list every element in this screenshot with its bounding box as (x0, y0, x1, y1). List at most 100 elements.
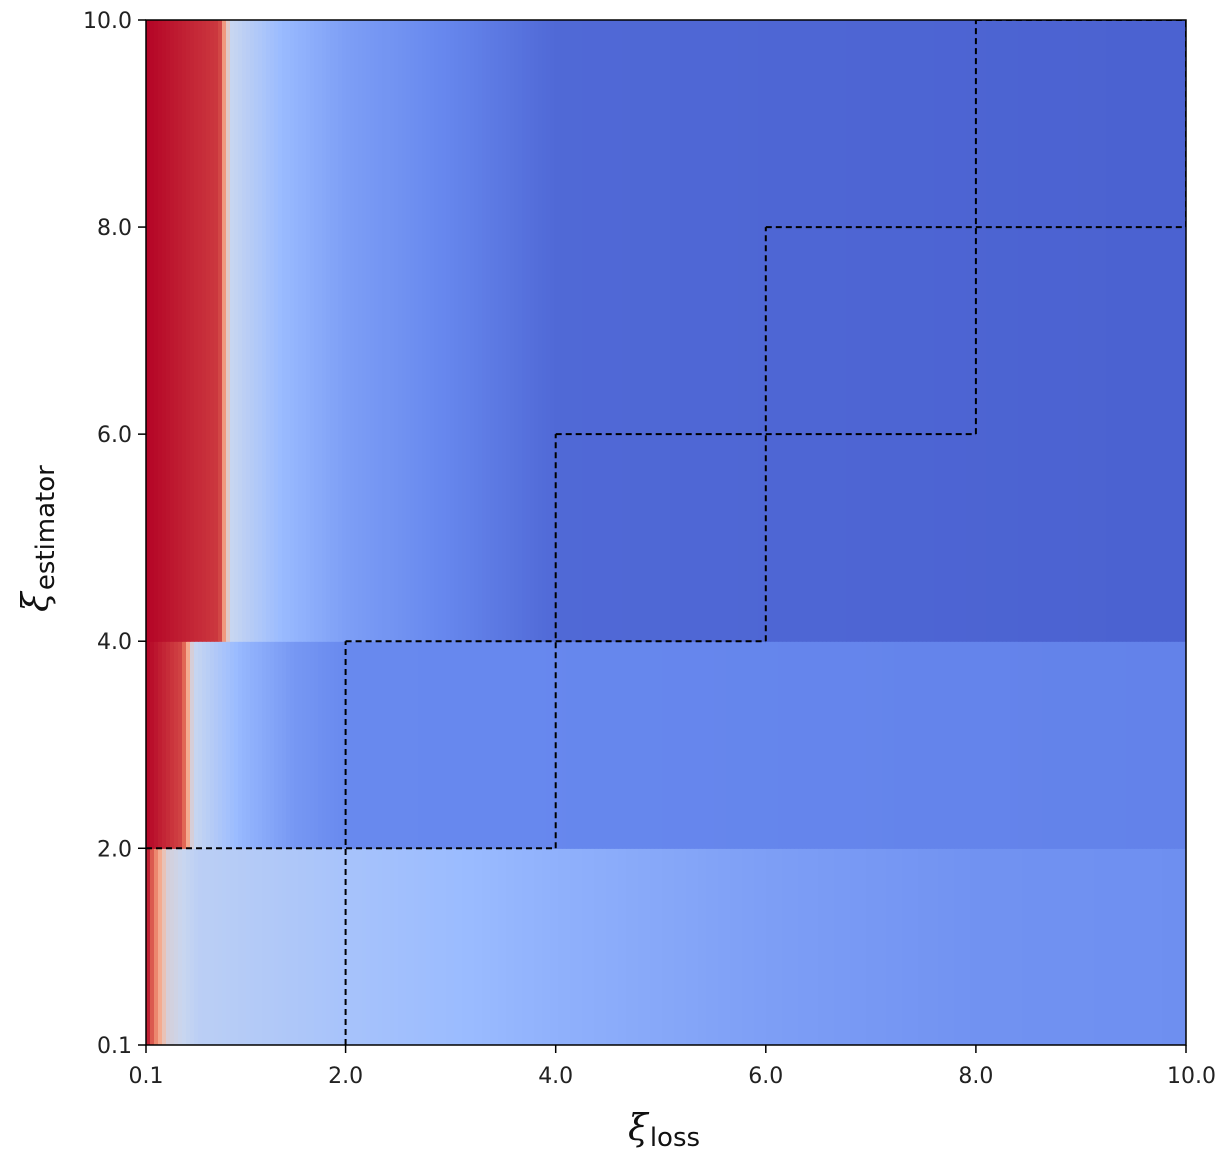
heatmap-cell (302, 20, 307, 642)
heatmap-cell (646, 20, 651, 642)
heatmap-cell (930, 20, 935, 642)
heatmap-cell (438, 641, 443, 849)
heatmap-cell (702, 641, 707, 849)
y-tick-label: 2.0 (97, 837, 132, 862)
heatmap-cell (878, 20, 883, 642)
heatmap-cell (758, 848, 763, 1045)
heatmap-cell (522, 641, 527, 849)
heatmap-cell (510, 848, 515, 1045)
heatmap-cell (606, 641, 611, 849)
heatmap-cell (602, 20, 607, 642)
heatmap-cell (226, 20, 231, 642)
heatmap-cell (202, 848, 207, 1045)
heatmap-cell (482, 848, 487, 1045)
heatmap-cell (874, 20, 879, 642)
heatmap-cell (1102, 641, 1107, 849)
heatmap-cell (1158, 848, 1163, 1045)
heatmap-cell (214, 20, 219, 642)
heatmap-cell (1114, 848, 1119, 1045)
heatmap-cell (798, 20, 803, 642)
heatmap-cell (1018, 641, 1023, 849)
heatmap-cell (518, 641, 523, 849)
heatmap-cell (782, 641, 787, 849)
heatmap-cell (698, 848, 703, 1045)
heatmap-cell (682, 848, 687, 1045)
heatmap-cell (954, 641, 959, 849)
heatmap-cell (234, 848, 239, 1045)
heatmap-cell (374, 641, 379, 849)
heatmap-cell (830, 641, 835, 849)
heatmap-cell (834, 848, 839, 1045)
heatmap-cell (1170, 20, 1175, 642)
x-axis-label: ξloss (628, 1108, 700, 1152)
heatmap-cell (294, 848, 299, 1045)
heatmap-cell (674, 20, 679, 642)
heatmap-cell (862, 20, 867, 642)
heatmap-cell (1050, 20, 1055, 642)
heatmap-cell (634, 848, 639, 1045)
heatmap-cell (906, 20, 911, 642)
heatmap-cell (562, 848, 567, 1045)
heatmap-cell (1158, 20, 1163, 642)
heatmap-cell (582, 641, 587, 849)
heatmap-cell (610, 20, 615, 642)
heatmap-cell (770, 20, 775, 642)
heatmap-cell (882, 641, 887, 849)
heatmap-cell (230, 848, 235, 1045)
heatmap-cell (386, 20, 391, 642)
heatmap-cell (946, 20, 951, 642)
heatmap-cell (330, 848, 335, 1045)
heatmap-cell (370, 641, 375, 849)
heatmap-cell (366, 641, 371, 849)
heatmap-cell (818, 20, 823, 642)
heatmap-cell (826, 20, 831, 642)
heatmap-cell (378, 20, 383, 642)
heatmap-cell (858, 848, 863, 1045)
heatmap-cell (1074, 20, 1079, 642)
heatmap-cell (542, 848, 547, 1045)
heatmap-cell (190, 641, 195, 849)
heatmap-cell (254, 641, 259, 849)
heatmap-cell (474, 848, 479, 1045)
heatmap-cell (150, 20, 155, 642)
heatmap-cell (1054, 641, 1059, 849)
heatmap-cell (758, 641, 763, 849)
heatmap-cell (430, 641, 435, 849)
heatmap-cell (742, 848, 747, 1045)
heatmap-cell (382, 641, 387, 849)
heatmap-cell (458, 641, 463, 849)
heatmap-cell (638, 641, 643, 849)
heatmap-cell (942, 848, 947, 1045)
heatmap-cell (734, 848, 739, 1045)
heatmap-cell (1102, 20, 1107, 642)
y-tick-label: 0.1 (97, 1034, 132, 1059)
heatmap-cell (614, 848, 619, 1045)
heatmap-cell (1162, 20, 1167, 642)
heatmap-cell (398, 848, 403, 1045)
heatmap-cell (1174, 641, 1179, 849)
heatmap-cell (318, 20, 323, 642)
heatmap-cell (626, 848, 631, 1045)
heatmap-cell (530, 848, 535, 1045)
heatmap-cell (702, 20, 707, 642)
heatmap-cell (578, 20, 583, 642)
heatmap-cell (970, 641, 975, 849)
heatmap-cell (930, 641, 935, 849)
heatmap-cell (574, 20, 579, 642)
y-tick-label: 10.0 (83, 9, 132, 34)
heatmap-cell (398, 20, 403, 642)
heatmap-cell (330, 20, 335, 642)
heatmap-cell (902, 641, 907, 849)
heatmap-cell (878, 848, 883, 1045)
heatmap-cell (894, 20, 899, 642)
heatmap-cell (654, 20, 659, 642)
heatmap-cell (162, 641, 167, 849)
heatmap-cell (906, 641, 911, 849)
heatmap-cell (474, 20, 479, 642)
x-tick-label: 2.0 (328, 1064, 363, 1089)
heatmap-cell (498, 641, 503, 849)
heatmap-cell (1078, 641, 1083, 849)
heatmap-cell (1130, 20, 1135, 642)
heatmap-cell (670, 20, 675, 642)
